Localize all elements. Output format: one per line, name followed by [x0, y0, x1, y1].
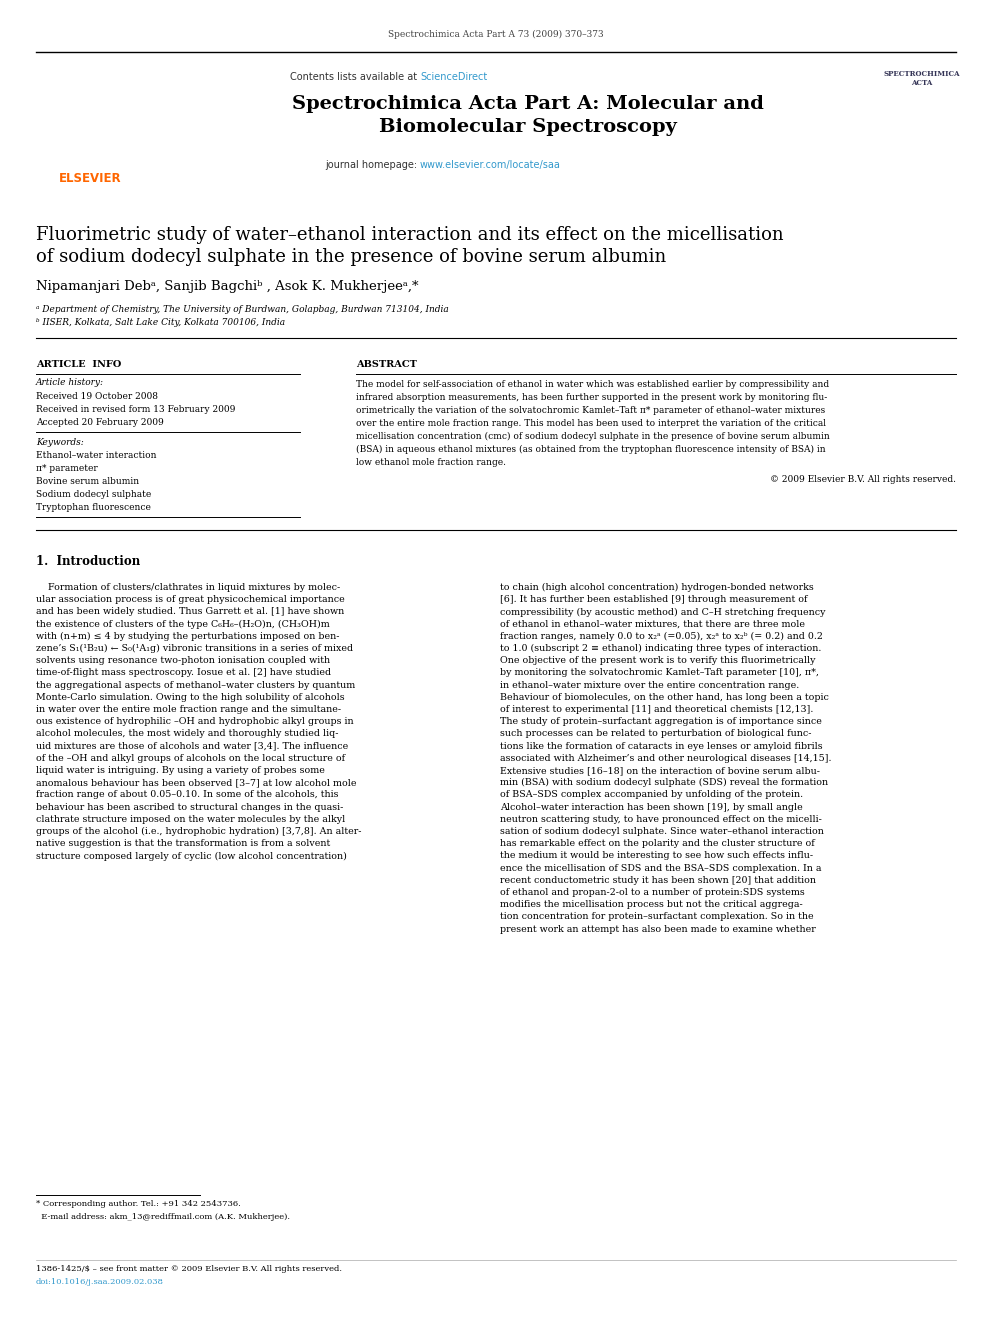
Text: Biomolecular Spectroscopy: Biomolecular Spectroscopy [379, 118, 677, 136]
Text: zene’s S₁(¹B₂u) ← S₀(¹A₁g) vibronic transitions in a series of mixed: zene’s S₁(¹B₂u) ← S₀(¹A₁g) vibronic tran… [36, 644, 353, 654]
Text: clathrate structure imposed on the water molecules by the alkyl: clathrate structure imposed on the water… [36, 815, 345, 824]
Text: neutron scattering study, to have pronounced effect on the micelli-: neutron scattering study, to have pronou… [500, 815, 822, 824]
Text: compressibility (by acoustic method) and C–H stretching frequency: compressibility (by acoustic method) and… [500, 607, 825, 617]
Text: in water over the entire mole fraction range and the simultane-: in water over the entire mole fraction r… [36, 705, 341, 714]
Text: Nipamanjari Debᵃ, Sanjib Bagchiᵇ , Asok K. Mukherjeeᵃ,*: Nipamanjari Debᵃ, Sanjib Bagchiᵇ , Asok … [36, 280, 419, 292]
Text: One objective of the present work is to verify this fluorimetrically: One objective of the present work is to … [500, 656, 815, 665]
Text: Accepted 20 February 2009: Accepted 20 February 2009 [36, 418, 164, 427]
Text: infrared absorption measurements, has been further supported in the present work: infrared absorption measurements, has be… [356, 393, 827, 402]
Text: recent conductometric study it has been shown [20] that addition: recent conductometric study it has been … [500, 876, 816, 885]
Text: and has been widely studied. Thus Garrett et al. [1] have shown: and has been widely studied. Thus Garret… [36, 607, 344, 617]
Text: Ethanol–water interaction: Ethanol–water interaction [36, 451, 157, 460]
Text: ARTICLE  INFO: ARTICLE INFO [36, 360, 121, 369]
Text: micellisation concentration (cmc) of sodium dodecyl sulphate in the presence of : micellisation concentration (cmc) of sod… [356, 433, 829, 441]
Text: associated with Alzheimer’s and other neurological diseases [14,15].: associated with Alzheimer’s and other ne… [500, 754, 831, 763]
Text: E-mail address: akm_13@rediffmail.com (A.K. Mukherjee).: E-mail address: akm_13@rediffmail.com (A… [36, 1213, 290, 1221]
Text: of sodium dodecyl sulphate in the presence of bovine serum albumin: of sodium dodecyl sulphate in the presen… [36, 247, 667, 266]
Text: Spectrochimica Acta Part A 73 (2009) 370–373: Spectrochimica Acta Part A 73 (2009) 370… [388, 30, 604, 40]
Text: ence the micellisation of SDS and the BSA–SDS complexation. In a: ence the micellisation of SDS and the BS… [500, 864, 821, 873]
Text: anomalous behaviour has been observed [3–7] at low alcohol mole: anomalous behaviour has been observed [3… [36, 778, 356, 787]
Text: Extensive studies [16–18] on the interaction of bovine serum albu-: Extensive studies [16–18] on the interac… [500, 766, 820, 775]
Text: The study of protein–surfactant aggregation is of importance since: The study of protein–surfactant aggregat… [500, 717, 822, 726]
Text: SPECTROCHIMICA
ACTA: SPECTROCHIMICA ACTA [884, 70, 960, 87]
Text: fraction ranges, namely 0.0 to x₂ᵃ (=0.05), x₂ᵃ to x₂ᵇ (= 0.2) and 0.2: fraction ranges, namely 0.0 to x₂ᵃ (=0.0… [500, 632, 823, 640]
Text: www.elsevier.com/locate/saa: www.elsevier.com/locate/saa [420, 160, 560, 169]
Text: ᵇ IISER, Kolkata, Salt Lake City, Kolkata 700106, India: ᵇ IISER, Kolkata, Salt Lake City, Kolkat… [36, 318, 285, 327]
Text: doi:10.1016/j.saa.2009.02.038: doi:10.1016/j.saa.2009.02.038 [36, 1278, 164, 1286]
Text: to chain (high alcohol concentration) hydrogen-bonded networks: to chain (high alcohol concentration) hy… [500, 583, 813, 593]
Text: Received 19 October 2008: Received 19 October 2008 [36, 392, 158, 401]
Text: the medium it would be interesting to see how such effects influ-: the medium it would be interesting to se… [500, 852, 813, 860]
Text: fraction range of about 0.05–0.10. In some of the alcohols, this: fraction range of about 0.05–0.10. In so… [36, 790, 338, 799]
Text: such processes can be related to perturbation of biological func-: such processes can be related to perturb… [500, 729, 811, 738]
Text: of ethanol in ethanol–water mixtures, that there are three mole: of ethanol in ethanol–water mixtures, th… [500, 619, 805, 628]
Text: to 1.0 (subscript 2 ≡ ethanol) indicating three types of interaction.: to 1.0 (subscript 2 ≡ ethanol) indicatin… [500, 644, 821, 654]
Text: Alcohol–water interaction has been shown [19], by small angle: Alcohol–water interaction has been shown… [500, 803, 803, 811]
Text: The model for self-association of ethanol in water which was established earlier: The model for self-association of ethano… [356, 380, 829, 389]
Text: Tryptophan fluorescence: Tryptophan fluorescence [36, 503, 151, 512]
Text: tions like the formation of cataracts in eye lenses or amyloid fibrils: tions like the formation of cataracts in… [500, 742, 822, 750]
Text: © 2009 Elsevier B.V. All rights reserved.: © 2009 Elsevier B.V. All rights reserved… [770, 475, 956, 484]
Text: 1.  Introduction: 1. Introduction [36, 556, 140, 568]
Text: of the –OH and alkyl groups of alcohols on the local structure of: of the –OH and alkyl groups of alcohols … [36, 754, 345, 763]
Text: by monitoring the solvatochromic Kamlet–Taft parameter [10], π*,: by monitoring the solvatochromic Kamlet–… [500, 668, 819, 677]
Text: ᵃ Department of Chemistry, The University of Burdwan, Golapbag, Burdwan 713104, : ᵃ Department of Chemistry, The Universit… [36, 306, 448, 314]
Text: of ethanol and propan-2-ol to a number of protein:SDS systems: of ethanol and propan-2-ol to a number o… [500, 888, 805, 897]
Text: Spectrochimica Acta Part A: Molecular and: Spectrochimica Acta Part A: Molecular an… [292, 95, 764, 112]
Text: in ethanol–water mixture over the entire concentration range.: in ethanol–water mixture over the entire… [500, 680, 800, 689]
Text: the aggregational aspects of methanol–water clusters by quantum: the aggregational aspects of methanol–wa… [36, 680, 355, 689]
Text: groups of the alcohol (i.e., hydrophobic hydration) [3,7,8]. An alter-: groups of the alcohol (i.e., hydrophobic… [36, 827, 361, 836]
Text: [6]. It has further been established [9] through measurement of: [6]. It has further been established [9]… [500, 595, 807, 605]
Text: liquid water is intriguing. By using a variety of probes some: liquid water is intriguing. By using a v… [36, 766, 324, 775]
Text: ular association process is of great physicochemical importance: ular association process is of great phy… [36, 595, 345, 605]
Text: Keywords:: Keywords: [36, 438, 83, 447]
Text: ous existence of hydrophilic –OH and hydrophobic alkyl groups in: ous existence of hydrophilic –OH and hyd… [36, 717, 353, 726]
Text: * Corresponding author. Tel.: +91 342 2543736.: * Corresponding author. Tel.: +91 342 25… [36, 1200, 241, 1208]
Text: structure composed largely of cyclic (low alcohol concentration): structure composed largely of cyclic (lo… [36, 852, 347, 860]
Text: of BSA–SDS complex accompanied by unfolding of the protein.: of BSA–SDS complex accompanied by unfold… [500, 790, 804, 799]
Text: Formation of clusters/clathrates in liquid mixtures by molec-: Formation of clusters/clathrates in liqu… [36, 583, 340, 591]
Text: native suggestion is that the transformation is from a solvent: native suggestion is that the transforma… [36, 839, 330, 848]
Text: over the entire mole fraction range. This model has been used to interpret the v: over the entire mole fraction range. Thi… [356, 419, 826, 429]
Text: ScienceDirect: ScienceDirect [420, 71, 487, 82]
Text: (BSA) in aqueous ethanol mixtures (as obtained from the tryptophan fluorescence : (BSA) in aqueous ethanol mixtures (as ob… [356, 445, 825, 454]
Text: min (BSA) with sodium dodecyl sulphate (SDS) reveal the formation: min (BSA) with sodium dodecyl sulphate (… [500, 778, 828, 787]
Text: has remarkable effect on the polarity and the cluster structure of: has remarkable effect on the polarity an… [500, 839, 814, 848]
Text: sation of sodium dodecyl sulphate. Since water–ethanol interaction: sation of sodium dodecyl sulphate. Since… [500, 827, 824, 836]
Text: solvents using resonance two-photon ionisation coupled with: solvents using resonance two-photon ioni… [36, 656, 330, 665]
Text: Bovine serum albumin: Bovine serum albumin [36, 478, 139, 486]
Text: of interest to experimental [11] and theoretical chemists [12,13].: of interest to experimental [11] and the… [500, 705, 813, 714]
Text: Article history:: Article history: [36, 378, 104, 388]
Text: Contents lists available at: Contents lists available at [290, 71, 420, 82]
Text: Monte-Carlo simulation. Owing to the high solubility of alcohols: Monte-Carlo simulation. Owing to the hig… [36, 693, 344, 701]
Text: ABSTRACT: ABSTRACT [356, 360, 417, 369]
Text: Received in revised form 13 February 2009: Received in revised form 13 February 200… [36, 405, 235, 414]
Text: present work an attempt has also been made to examine whether: present work an attempt has also been ma… [500, 925, 815, 934]
Text: Sodium dodecyl sulphate: Sodium dodecyl sulphate [36, 490, 151, 499]
Text: uid mixtures are those of alcohols and water [3,4]. The influence: uid mixtures are those of alcohols and w… [36, 742, 348, 750]
Text: Behaviour of biomolecules, on the other hand, has long been a topic: Behaviour of biomolecules, on the other … [500, 693, 829, 701]
Text: alcohol molecules, the most widely and thoroughly studied liq-: alcohol molecules, the most widely and t… [36, 729, 338, 738]
Text: low ethanol mole fraction range.: low ethanol mole fraction range. [356, 458, 506, 467]
Text: orimetrically the variation of the solvatochromic Kamlet–Taft π* parameter of et: orimetrically the variation of the solva… [356, 406, 825, 415]
Text: behaviour has been ascribed to structural changes in the quasi-: behaviour has been ascribed to structura… [36, 803, 343, 811]
Text: journal homepage:: journal homepage: [324, 160, 420, 169]
Text: modifies the micellisation process but not the critical aggrega-: modifies the micellisation process but n… [500, 900, 803, 909]
Text: ELSEVIER: ELSEVIER [59, 172, 121, 185]
Text: Fluorimetric study of water–ethanol interaction and its effect on the micellisat: Fluorimetric study of water–ethanol inte… [36, 226, 784, 243]
Text: time-of-flight mass spectroscopy. Iosue et al. [2] have studied: time-of-flight mass spectroscopy. Iosue … [36, 668, 331, 677]
Text: 1386-1425/$ – see front matter © 2009 Elsevier B.V. All rights reserved.: 1386-1425/$ – see front matter © 2009 El… [36, 1265, 342, 1273]
Text: π* parameter: π* parameter [36, 464, 98, 474]
Text: with (n+m) ≤ 4 by studying the perturbations imposed on ben-: with (n+m) ≤ 4 by studying the perturbat… [36, 632, 339, 640]
Text: the existence of clusters of the type C₆H₆–(H₂O)n, (CH₃OH)m: the existence of clusters of the type C₆… [36, 619, 329, 628]
Text: tion concentration for protein–surfactant complexation. So in the: tion concentration for protein–surfactan… [500, 913, 813, 921]
